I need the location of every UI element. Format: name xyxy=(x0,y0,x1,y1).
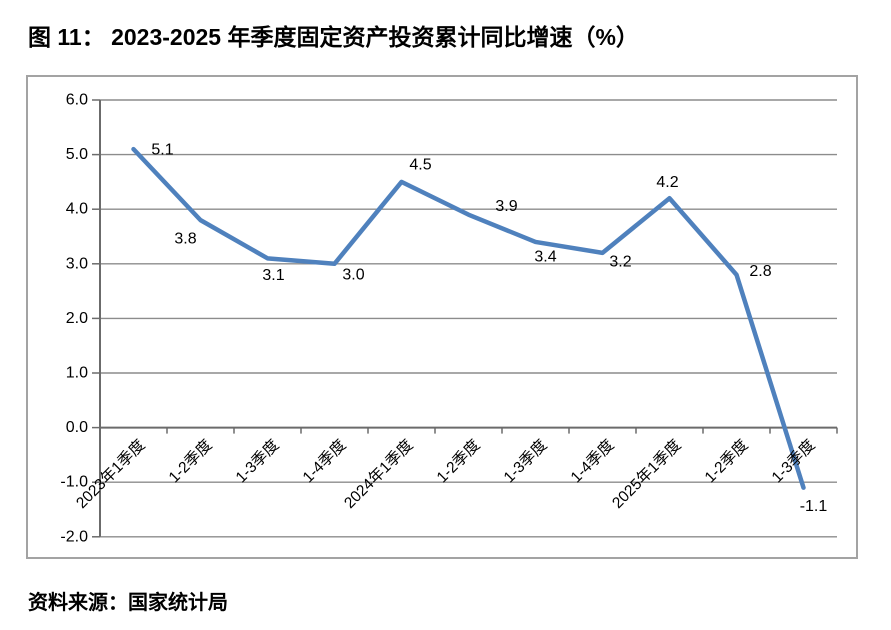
x-tick-label: 1-3季度 xyxy=(500,436,550,486)
data-label: 3.1 xyxy=(262,267,284,284)
y-tick-label: 3.0 xyxy=(66,255,88,272)
data-label: 3.2 xyxy=(609,253,631,270)
x-tick-label: 1-3季度 xyxy=(768,436,818,486)
data-label: 4.5 xyxy=(409,156,431,173)
data-label: 3.4 xyxy=(534,248,556,265)
x-tick-label: 1-4季度 xyxy=(299,436,349,486)
x-tick-label: 1-2季度 xyxy=(701,436,751,486)
chart-frame: 5.1 3.8 3.1 3.0 4.5 3.9 3.4 3.2 4.2 2.8 -1.1 6.0 5.0… xyxy=(26,75,858,559)
x-tick-label: 2025年1季度 xyxy=(608,436,684,512)
data-label: 3.8 xyxy=(174,231,196,248)
y-tick-label: 6.0 xyxy=(66,92,88,109)
y-tick-label: 1.0 xyxy=(66,365,88,382)
x-tick-label: 1-3季度 xyxy=(232,436,282,486)
x-tick-label: 2024年1季度 xyxy=(340,436,416,512)
y-tick-label: 2.0 xyxy=(66,310,88,327)
data-label: 3.9 xyxy=(495,198,517,215)
chart-source: 资料来源：国家统计局 xyxy=(28,592,228,614)
y-tick-label: 5.0 xyxy=(66,146,88,163)
chart-title: 图 11： 2023-2025 年季度固定资产投资累计同比增速（%） xyxy=(28,24,639,50)
chart-canvas: 5.1 3.8 3.1 3.0 4.5 3.9 3.4 3.2 4.2 2.8 -1.1 6.0 5.0… xyxy=(60,92,838,545)
x-tick-label: 1-4季度 xyxy=(567,436,617,486)
y-tick-label: 0.0 xyxy=(66,419,88,436)
data-label: 4.2 xyxy=(656,174,678,191)
y-tick-label: -1.0 xyxy=(60,474,88,491)
y-tick-label: 4.0 xyxy=(66,201,88,218)
x-tick-label: 1-2季度 xyxy=(165,436,215,486)
data-label: 2.8 xyxy=(749,263,771,280)
data-label: 3.0 xyxy=(342,266,364,283)
data-label: 5.1 xyxy=(151,142,173,159)
y-tick-label: -2.0 xyxy=(60,528,88,545)
data-label: -1.1 xyxy=(800,498,828,515)
series-line xyxy=(131,146,806,490)
x-tick-label: 1-2季度 xyxy=(433,436,483,486)
